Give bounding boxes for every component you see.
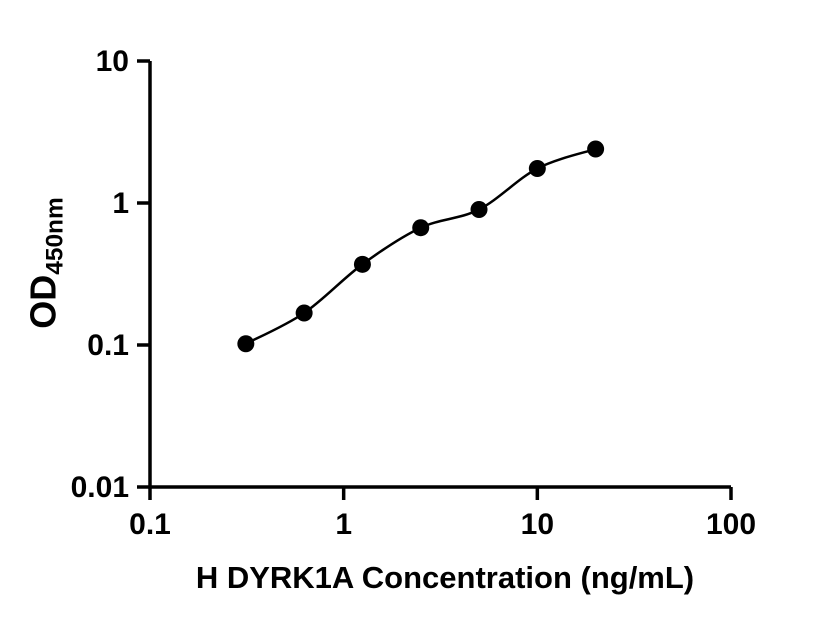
x-tick-label: 10 [521, 508, 554, 541]
data-point [295, 304, 313, 322]
data-point [470, 201, 488, 218]
data-point [528, 159, 546, 177]
y-axis-title-subscript: 450nm [41, 197, 69, 275]
x-tick-label: 100 [706, 508, 756, 541]
data-point [237, 335, 255, 353]
y-tick-label: 1 [112, 187, 129, 220]
data-point [353, 255, 371, 273]
data-point [587, 140, 605, 158]
y-tick-label: 0.1 [87, 329, 129, 362]
x-axis-title: H DYRK1A Concentration (ng/mL) [195, 560, 695, 595]
x-tick-label: 0.1 [129, 508, 171, 541]
data-point [412, 219, 430, 237]
y-axis-title-main: OD [22, 274, 64, 329]
x-tick-label: 1 [335, 508, 352, 541]
y-tick-label: 10 [96, 45, 129, 78]
y-axis-title-text: OD450nm [23, 197, 70, 329]
y-tick-label: 0.01 [71, 471, 129, 504]
